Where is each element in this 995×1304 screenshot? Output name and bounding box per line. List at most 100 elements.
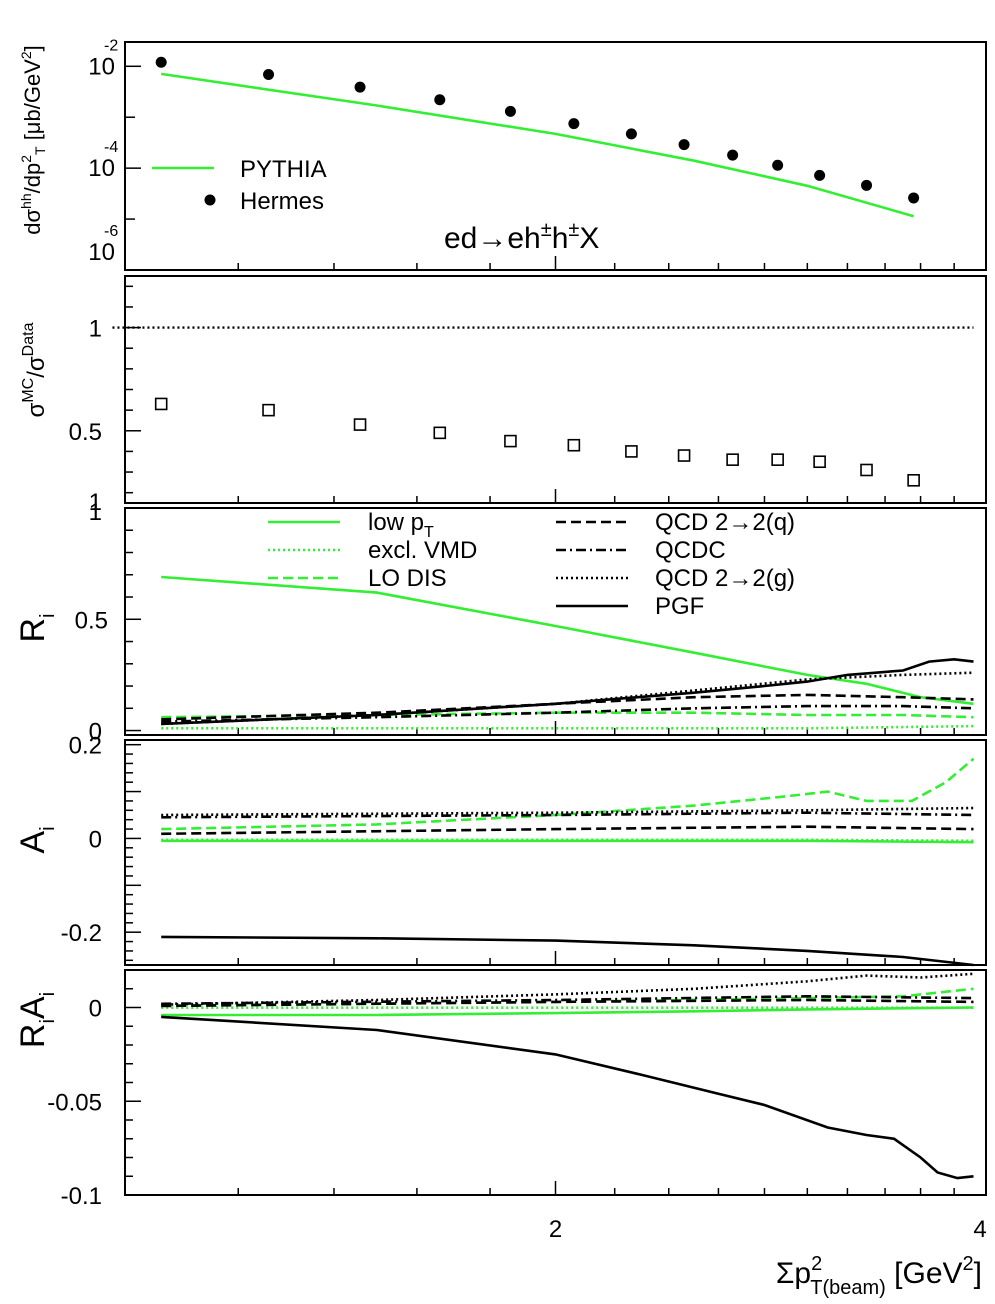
- data-point-ratio: [504, 434, 517, 448]
- process-annotation: ed→eh±h±X: [444, 219, 599, 255]
- label-part: 2: [18, 155, 34, 163]
- y-tick-label: 10: [88, 53, 115, 80]
- data-point-hermes: [155, 56, 167, 68]
- data-point-ratio: [726, 453, 739, 466]
- label-part: hh: [18, 193, 34, 209]
- legend-label: PYTHIA: [240, 156, 327, 183]
- data-point-hermes: [908, 192, 920, 204]
- y-axis-label: σMC/σData: [20, 322, 50, 417]
- label-part: MC: [20, 378, 37, 403]
- y-axis-label: RiAi: [14, 992, 59, 1048]
- legend-label: Hermes: [240, 188, 324, 215]
- y-tick-label: 1: [89, 489, 102, 516]
- label-part: 2: [963, 1253, 974, 1275]
- label-part: [μb/GeV: [20, 59, 45, 147]
- y-tick-label: -0.1: [61, 1183, 102, 1210]
- data-point-hermes: [678, 139, 690, 151]
- data-point-ratio: [813, 455, 826, 469]
- data-point-ratio: [154, 397, 168, 411]
- label-part: /σ: [23, 356, 50, 378]
- x-tick-label: 2: [549, 1216, 562, 1243]
- y-tick-exponent: -4: [104, 139, 118, 156]
- data-point-hermes: [354, 81, 366, 93]
- label-part: i: [37, 826, 59, 830]
- y-axis-label: dσhh/dp2T [μb/GeV2]: [18, 45, 48, 235]
- legend-label: QCD 2→2(q): [655, 509, 795, 536]
- series-line: [161, 575, 974, 706]
- label-part: Σp: [776, 1257, 811, 1290]
- label-part: i: [37, 992, 59, 996]
- data-point-ratio: [567, 438, 581, 452]
- y-axis-label: Ai: [14, 826, 59, 853]
- series-line: [161, 935, 974, 967]
- series-line: [161, 825, 974, 836]
- y-tick-label: 0.5: [69, 419, 102, 446]
- label-part: 2: [18, 51, 34, 59]
- data-point-ratio: [353, 418, 367, 431]
- label-part: /dp: [20, 163, 45, 194]
- y-tick-label: 10: [88, 155, 115, 182]
- data-point-hermes: [861, 179, 873, 191]
- data-point-ratio: [771, 453, 784, 466]
- data-point-hermes: [772, 159, 784, 171]
- label-part: R: [14, 618, 52, 643]
- data-point-ratio: [677, 449, 691, 462]
- panel-frame: [124, 739, 987, 966]
- annotation-part: ed→eh: [444, 222, 541, 255]
- y-tick-label: 1: [89, 499, 102, 526]
- label-part: 2: [811, 1253, 822, 1275]
- data-point-hermes: [568, 118, 580, 130]
- data-point-hermes: [727, 149, 739, 161]
- legend-label: low pT: [368, 509, 434, 541]
- series-line: [161, 994, 974, 1006]
- label-part: Data: [20, 322, 37, 356]
- label-part: [GeV: [886, 1257, 963, 1290]
- label-part: low p: [368, 509, 424, 536]
- series-line: [161, 811, 974, 819]
- y-tick-exponent: -2: [104, 37, 118, 54]
- data-point-hermes: [263, 69, 275, 81]
- series-line: [161, 1015, 974, 1180]
- y-tick-label: -0.2: [61, 920, 102, 947]
- label-part: R: [14, 1024, 52, 1049]
- panel-frame: [124, 507, 987, 736]
- annotation-part: h: [552, 222, 569, 255]
- series-line: [161, 704, 974, 723]
- y-tick-label: 0.2: [69, 733, 102, 760]
- legend-label: excl. VMD: [368, 537, 477, 564]
- label-part: A: [14, 996, 52, 1019]
- panel-frame: [124, 275, 987, 504]
- label-part: T: [32, 146, 48, 155]
- series-line: [161, 838, 974, 843]
- label-part: A: [14, 831, 52, 854]
- label-part: i: [37, 613, 59, 617]
- series-line: [161, 72, 914, 218]
- label-part: T(beam): [810, 1277, 886, 1299]
- data-point-ratio: [907, 473, 920, 487]
- series-line: [161, 693, 974, 721]
- label-part: ]: [20, 45, 45, 51]
- y-tick-label: 10: [88, 239, 115, 266]
- x-tick-label: 4: [973, 1216, 986, 1243]
- series-line: [161, 657, 974, 726]
- data-point-ratio: [860, 463, 873, 477]
- legend-label: QCD 2→2(g): [655, 565, 795, 592]
- y-axis-label: Ri: [14, 613, 59, 642]
- series-line: [161, 757, 975, 831]
- x-axis-label: Σp2 T(beam) [GeV2]: [776, 1253, 982, 1299]
- y-tick-label: 0: [89, 826, 102, 853]
- legend-label: PGF: [655, 593, 704, 620]
- data-point-hermes: [504, 105, 516, 117]
- label-part: i: [37, 1019, 59, 1023]
- series-line: [161, 806, 974, 817]
- legend-label: LO DIS: [368, 565, 447, 592]
- y-tick-label: 0: [89, 719, 102, 746]
- label-part: T: [424, 524, 434, 541]
- data-point-hermes: [625, 128, 637, 140]
- data-point-hermes: [814, 169, 826, 181]
- label-part: dσ: [20, 209, 45, 235]
- data-point-ratio: [433, 426, 447, 440]
- label-part: ]: [974, 1257, 982, 1290]
- y-tick-label: 0.5: [75, 607, 108, 634]
- y-tick-exponent: -6: [104, 223, 118, 240]
